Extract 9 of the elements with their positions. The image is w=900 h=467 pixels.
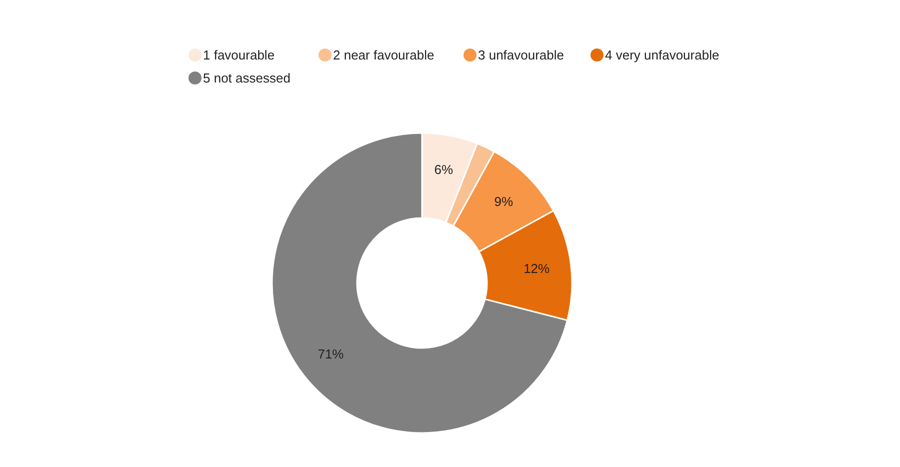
legend-label: 3 unfavourable	[478, 48, 564, 62]
data-label: 71%	[318, 346, 344, 362]
legend-label: 5 not assessed	[203, 70, 290, 86]
legend-label: 4 very unfavourable	[605, 48, 720, 62]
data-label: 12%	[524, 261, 550, 276]
legend-label: 1 favourable	[203, 48, 275, 62]
data-label: 9%	[494, 194, 514, 209]
data-label: 6%	[434, 162, 454, 178]
legend-label: 2 near favourable	[333, 48, 434, 62]
